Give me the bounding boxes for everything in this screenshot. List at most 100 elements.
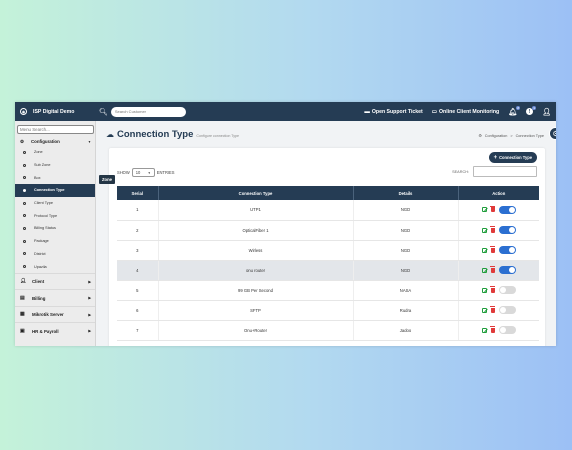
plus-icon: + [493,154,498,161]
edit-icon[interactable] [481,207,487,213]
table-search: SEARCH: [452,166,537,177]
status-toggle[interactable] [498,226,516,234]
sidebar-item-client-type[interactable]: Client Type [15,197,95,210]
sidebar-item-label: Connection Type [34,188,65,193]
entries-control: SHOW 10 ▼ ENTRIES [117,168,175,177]
sidebar-item-protocol-type[interactable]: Protocol Type [15,209,95,222]
entries-select[interactable]: 10 ▼ [131,168,155,177]
row-actions [481,205,516,214]
sidebar-item-label: Sub Zone [34,163,51,168]
open-support-ticket-link[interactable]: ▬ Open Support Ticket [364,109,422,115]
table-card: + Connection Type SHOW 10 ▼ ENTRIES SEAR… [109,148,545,346]
row-actions [481,226,516,234]
chevron-down-icon: ▼ [87,139,91,144]
sidebar-item-package[interactable]: Package [15,235,95,248]
breadcrumb-separator: > [510,133,513,138]
breadcrumb-root[interactable]: Configuration [484,133,508,138]
sidebar-item-connection-type[interactable]: Connection Type [15,184,95,197]
delete-icon[interactable] [490,246,496,253]
alerts-icon[interactable]: ! 1 [526,106,537,115]
cell-type: Wirless [158,240,354,261]
cell-details: NGD [353,240,459,261]
bullet-icon [23,188,26,192]
settings-gear-button[interactable]: ⚙ [549,127,556,140]
sidebar-group-mikrotik-server[interactable]: ▦ Mikrotik Server ▶ [15,305,95,323]
status-toggle[interactable] [498,266,516,274]
sidebar-item-district[interactable]: District [15,248,95,261]
menu-search-input[interactable] [17,125,94,134]
column-header-serial[interactable]: Serial [117,186,159,200]
status-toggle[interactable] [498,205,516,214]
sidebar-group-billing[interactable]: ▤ Billing ▶ [15,289,95,306]
cell-details: NGD [353,220,459,241]
brand[interactable]: ◉ ISP Digital Demo [15,108,96,115]
sidebar-group-configuration[interactable]: ⚙ Configuration ▼ [15,137,95,146]
cell-details: NGD [353,200,459,221]
sidebar-group-client[interactable]: 👤︎ Client ▶ [15,272,95,290]
delete-icon[interactable] [490,205,496,213]
cell-action [458,200,539,221]
toggle-knob [508,227,515,233]
sidebar-group-hr-payroll[interactable]: ▣ HR & Payroll ▶ [15,322,95,339]
column-header-connection-type[interactable]: Connection Type [158,186,354,200]
sidebar-item-billing-status[interactable]: Billing Status [15,222,95,235]
cell-type: OpticalFiber 1 [158,220,354,241]
cell-serial: 3 [117,240,159,261]
bullet-icon [23,150,26,154]
sidebar-group-label: Billing [32,295,46,301]
add-connection-type-button[interactable]: + Connection Type [488,152,537,163]
edit-icon[interactable] [481,327,487,333]
status-toggle[interactable] [498,326,516,334]
cell-type: Onu+Router [158,320,354,341]
notifications-bell-icon[interactable]: 🔔︎ 2 [508,105,521,116]
app-window: ◉ ISP Digital Demo 🔍︎ ▬ Open Support Tic… [15,102,556,346]
table-row: 6 SFTP Rudra [117,300,539,321]
edit-icon[interactable] [481,287,487,293]
edit-icon[interactable] [481,307,487,313]
edit-icon[interactable] [481,267,487,273]
edit-icon[interactable] [481,227,487,233]
table-row: 1 UTP1 NGD [117,200,539,221]
sidebar-item-label: Protocol Type [34,213,58,218]
bullet-icon [23,239,26,243]
user-profile-icon[interactable]: 👤︎ [542,108,551,116]
cell-serial: 6 [117,300,159,321]
cell-serial: 2 [117,220,159,241]
cell-details: NGD [353,260,459,281]
table-search-input[interactable] [473,166,537,177]
sidebar-group-label: Client [32,279,45,285]
delete-icon[interactable] [490,326,496,333]
status-toggle[interactable] [498,246,516,254]
toggle-knob [499,327,506,333]
sidebar-item-label: Upazila [34,264,47,269]
cell-type: UTP1 [158,200,354,221]
delete-icon[interactable] [490,306,496,313]
status-toggle[interactable] [498,286,516,294]
sidebar-item-zone[interactable]: Zone [15,146,95,159]
sidebar-item-box[interactable]: Box [15,171,95,184]
sidebar-item-label: Billing Status [34,226,56,231]
column-header-details[interactable]: Details [353,186,459,200]
sidebar-groups: 👤︎ Client ▶ ▤ Billing ▶ ▦ Mikrotik Server ▶ ▣ HR &… [15,272,95,339]
breadcrumb: ⚙ Configuration > Connection Type [478,133,544,139]
chevron-right-icon: ▶ [88,312,91,317]
edit-icon[interactable] [481,247,487,253]
online-client-monitoring-link[interactable]: ▭ Online Client Monitoring [432,109,499,115]
gear-icon: ⚙ [20,138,25,144]
delete-icon[interactable] [490,226,496,233]
sidebar-item-sub-zone[interactable]: Sub Zone [15,159,95,172]
bullet-icon [23,214,26,218]
brand-logo-icon: ◉ [20,108,27,115]
main-content: ☁ Connection Type Configure connection T… [97,121,556,346]
delete-icon[interactable] [490,286,496,293]
status-toggle[interactable] [498,306,516,314]
table-row: 3 Wirless NGD [117,240,539,261]
delete-icon[interactable] [490,266,496,273]
sidebar-item-upazila[interactable]: Upazila [15,260,95,273]
entries-value: 10 [135,170,141,175]
chevron-right-icon: ▶ [88,329,91,334]
cell-details: NASA [353,280,459,301]
customer-search-input[interactable] [110,106,186,117]
user-icon: 👤︎ [20,279,27,285]
